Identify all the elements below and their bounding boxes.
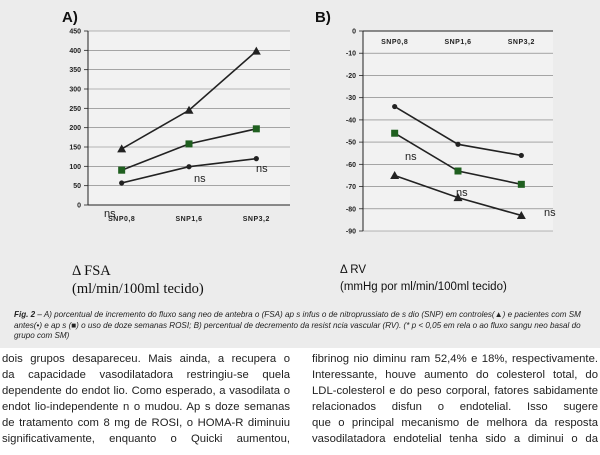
data-point-circle bbox=[518, 152, 524, 159]
x-category-label: SNP0,8 bbox=[381, 39, 408, 46]
chart-a: A) 0 50 100 150 200 250 300 350 400 450 SNP0,8 SNP1,… bbox=[62, 9, 290, 223]
y-tick-label: 0 bbox=[77, 203, 81, 210]
data-point-triangle bbox=[184, 105, 194, 114]
y-tick-label: -20 bbox=[346, 73, 356, 80]
chart-a-unit-line: (ml/min/100ml tecido) bbox=[72, 281, 204, 297]
body-text-line: vasodilatadora endotelial tenha sido a d… bbox=[312, 432, 598, 445]
y-tick-label: 200 bbox=[69, 125, 81, 132]
body-text-line: Interessante, houve aumento do colestero… bbox=[312, 368, 598, 381]
data-point-square bbox=[391, 129, 399, 137]
y-tick-label: -80 bbox=[346, 206, 356, 213]
data-point-circle bbox=[253, 156, 259, 162]
y-tick-label: 100 bbox=[69, 164, 81, 171]
x-category-label: SNP1,6 bbox=[175, 216, 202, 223]
chart-a-unit-line: Δ FSA bbox=[72, 263, 111, 279]
y-tick-label: 300 bbox=[69, 87, 81, 94]
chart-b: B) 0 -10 -20 -30 -40 -50 -60 -70 -80 -90 SNP0,8 SNP1… bbox=[315, 9, 556, 236]
body-text-left-column: dois grupos desapareceu. Mais ainda, a r… bbox=[2, 352, 290, 447]
body-text-line: significativamente, enquanto o Quicki au… bbox=[2, 432, 290, 445]
data-point-circle bbox=[455, 141, 461, 147]
chart-b-unit-line: (mmHg por ml/min/100ml tecido) bbox=[340, 281, 507, 293]
panel-letter: A) bbox=[62, 9, 78, 26]
data-point-triangle bbox=[516, 210, 526, 219]
ns-annotation: ns bbox=[256, 163, 268, 175]
data-point-circle bbox=[186, 164, 192, 170]
data-point-triangle bbox=[117, 144, 127, 153]
y-tick-label: 150 bbox=[69, 145, 81, 152]
ns-annotation: ns bbox=[544, 207, 556, 219]
figure-caption: Fig. 2 – A) porcentual de incremento do … bbox=[14, 310, 596, 342]
y-tick-label: -10 bbox=[346, 51, 356, 58]
chart-b-unit-label: Δ RV (mmHg por ml/min/100ml tecido) bbox=[340, 262, 507, 296]
chart-b-unit-line: Δ RV bbox=[340, 264, 367, 276]
body-text-line: da capacidade vasodilatadora restringiu-… bbox=[2, 368, 290, 381]
ns-annotation: ns bbox=[194, 173, 206, 185]
plot-area bbox=[88, 31, 290, 205]
body-text-line: endot lio-independente n o mudou. Ap s d… bbox=[2, 400, 290, 413]
data-point-square bbox=[454, 167, 462, 175]
body-text-line: fibrinog nio diminu ram 52,4% e 18%, res… bbox=[312, 353, 598, 365]
data-point-triangle bbox=[390, 170, 400, 179]
y-tick-label: 250 bbox=[69, 106, 81, 113]
x-category-label: SNP1,6 bbox=[444, 39, 471, 46]
body-text-line: dependente do endot lio. Como esperado, … bbox=[2, 384, 290, 397]
body-text-right-column: fibrinog nio diminu ram 52,4% e 18%, res… bbox=[312, 352, 598, 447]
panel-letter: B) bbox=[315, 9, 331, 26]
data-point-square bbox=[252, 125, 260, 133]
y-tick-label: -30 bbox=[346, 95, 356, 102]
body-text-line: relacionados disfun o endotelial. Isso s… bbox=[312, 400, 598, 413]
y-tick-label: -60 bbox=[346, 162, 356, 169]
body-text-line: LDL-colesterol e do peso corporal, fator… bbox=[312, 384, 598, 397]
figure-panel: A) 0 50 100 150 200 250 300 350 400 450 SNP0,8 SNP1,… bbox=[0, 0, 600, 348]
y-tick-label: -90 bbox=[346, 229, 356, 236]
data-point-square bbox=[118, 166, 126, 174]
y-tick-label: 0 bbox=[352, 29, 356, 36]
y-tick-label: 400 bbox=[69, 48, 81, 55]
body-text-line: dois grupos desapareceu. Mais ainda, a r… bbox=[2, 353, 290, 365]
body-text-line: de tratamento com 8 mg de ROSI, o HOMA-R… bbox=[2, 416, 290, 429]
data-point-circle bbox=[119, 180, 125, 186]
y-tick-label: 350 bbox=[69, 67, 81, 74]
ns-annotation: ns bbox=[405, 151, 417, 163]
x-category-label: SNP3,2 bbox=[508, 39, 535, 46]
x-category-label: SNP3,2 bbox=[243, 216, 270, 223]
figure-caption-label: Fig. 2 bbox=[14, 310, 36, 319]
data-point-square bbox=[185, 140, 193, 148]
data-point-circle bbox=[392, 103, 398, 110]
x-category-label: SNP0,8 bbox=[108, 216, 135, 223]
y-tick-label: -70 bbox=[346, 184, 356, 191]
body-text-line: que o principal mecanismo de melhora da … bbox=[312, 416, 598, 429]
data-point-triangle bbox=[453, 193, 463, 202]
y-tick-label: -40 bbox=[346, 117, 356, 124]
y-tick-label: 50 bbox=[73, 183, 81, 190]
data-point-triangle bbox=[251, 46, 261, 55]
y-tick-label: -50 bbox=[346, 140, 356, 147]
ns-annotation: ns bbox=[456, 187, 468, 199]
y-tick-label: 450 bbox=[69, 29, 81, 36]
figure-caption-text: – A) porcentual de incremento do fluxo s… bbox=[14, 310, 581, 340]
chart-a-unit-label: Δ FSA (ml/min/100ml tecido) bbox=[72, 262, 204, 298]
data-point-square bbox=[517, 180, 525, 188]
ns-annotation: ns bbox=[104, 208, 116, 220]
